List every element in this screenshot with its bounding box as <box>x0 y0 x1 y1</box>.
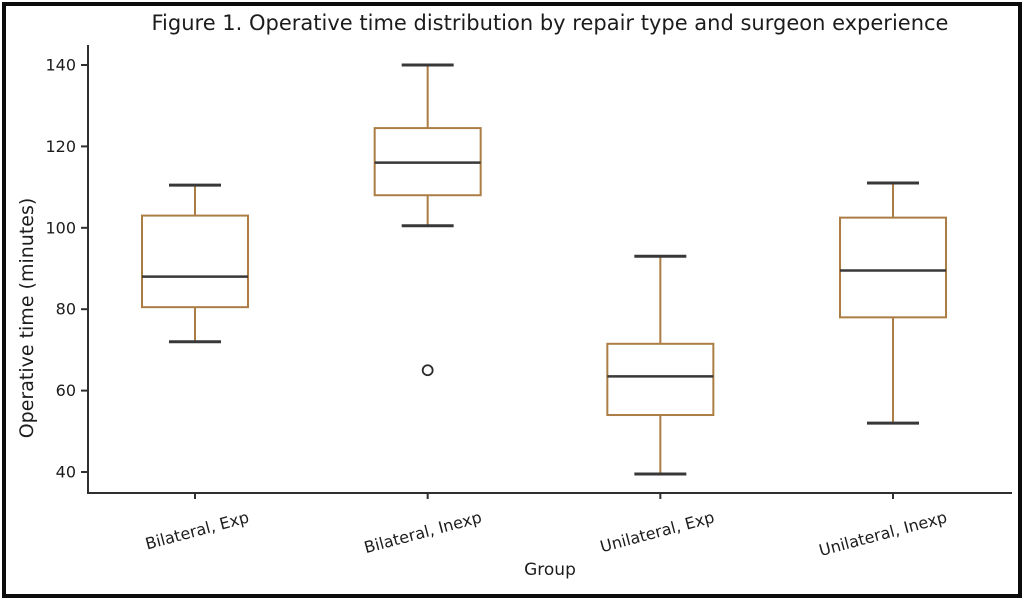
x-tick-label: Bilateral, Exp <box>143 508 251 554</box>
chart-title: Figure 1. Operative time distribution by… <box>151 11 949 35</box>
y-tick-label: 100 <box>45 218 76 237</box>
x-tick-label: Bilateral, Inexp <box>362 508 484 558</box>
iqr-box <box>606 342 715 417</box>
x-tick-label: Unilateral, Exp <box>598 508 716 557</box>
iqr-box <box>839 216 948 319</box>
y-tick-label: 140 <box>45 56 76 75</box>
y-tick-label: 40 <box>56 463 76 482</box>
x-tick-label: Unilateral, Inexp <box>817 508 949 560</box>
iqr-box <box>141 214 249 309</box>
y-tick-label: 80 <box>56 300 76 319</box>
y-tick-label: 60 <box>56 381 76 400</box>
y-tick-label: 120 <box>45 137 76 156</box>
x-axis-label: Group <box>524 560 576 580</box>
outlier-point <box>421 364 434 377</box>
